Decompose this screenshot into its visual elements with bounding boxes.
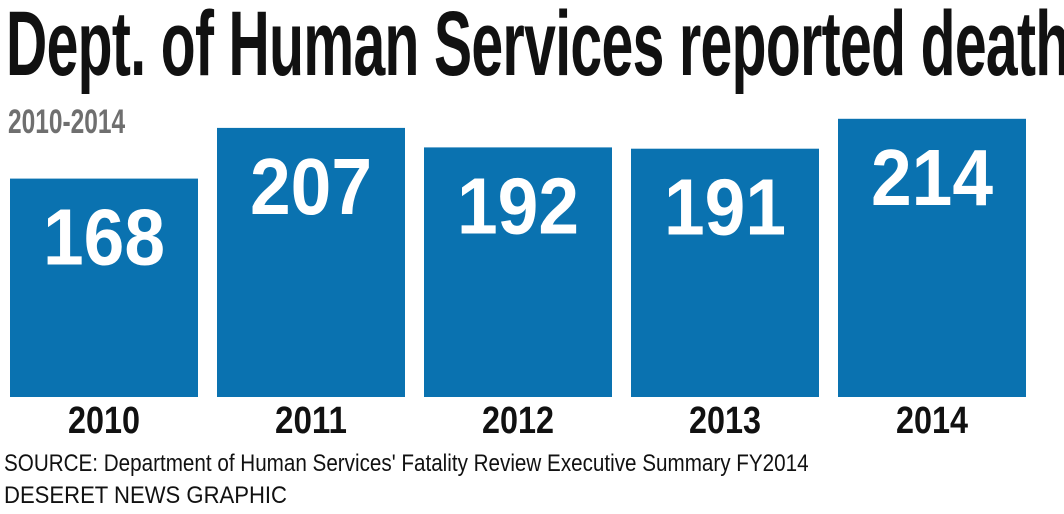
bar-value-label-2012: 192 (457, 161, 579, 250)
x-tick-label-2010: 2010 (68, 400, 140, 442)
source-note: SOURCE: Department of Human Services' Fa… (4, 450, 809, 477)
bar-value-label-2011: 207 (250, 142, 372, 231)
x-tick-label-2014: 2014 (896, 400, 968, 442)
x-tick-label-2012: 2012 (482, 400, 554, 442)
bar-value-label-2010: 168 (43, 193, 165, 282)
bar-value-label-2014: 214 (871, 133, 993, 222)
bar-2010 (10, 178, 198, 397)
x-tick-label-2011: 2011 (275, 400, 347, 442)
bar-2012 (424, 147, 612, 397)
bar-value-label-2013: 191 (664, 163, 786, 252)
bar-2013 (631, 148, 819, 397)
x-tick-label-2013: 2013 (689, 400, 761, 442)
bar-2014 (838, 118, 1026, 398)
bar-2011 (217, 127, 405, 398)
chart-subtitle: 2010-2014 (8, 103, 126, 141)
graphic-credit: DESERET NEWS GRAPHIC (4, 482, 288, 509)
